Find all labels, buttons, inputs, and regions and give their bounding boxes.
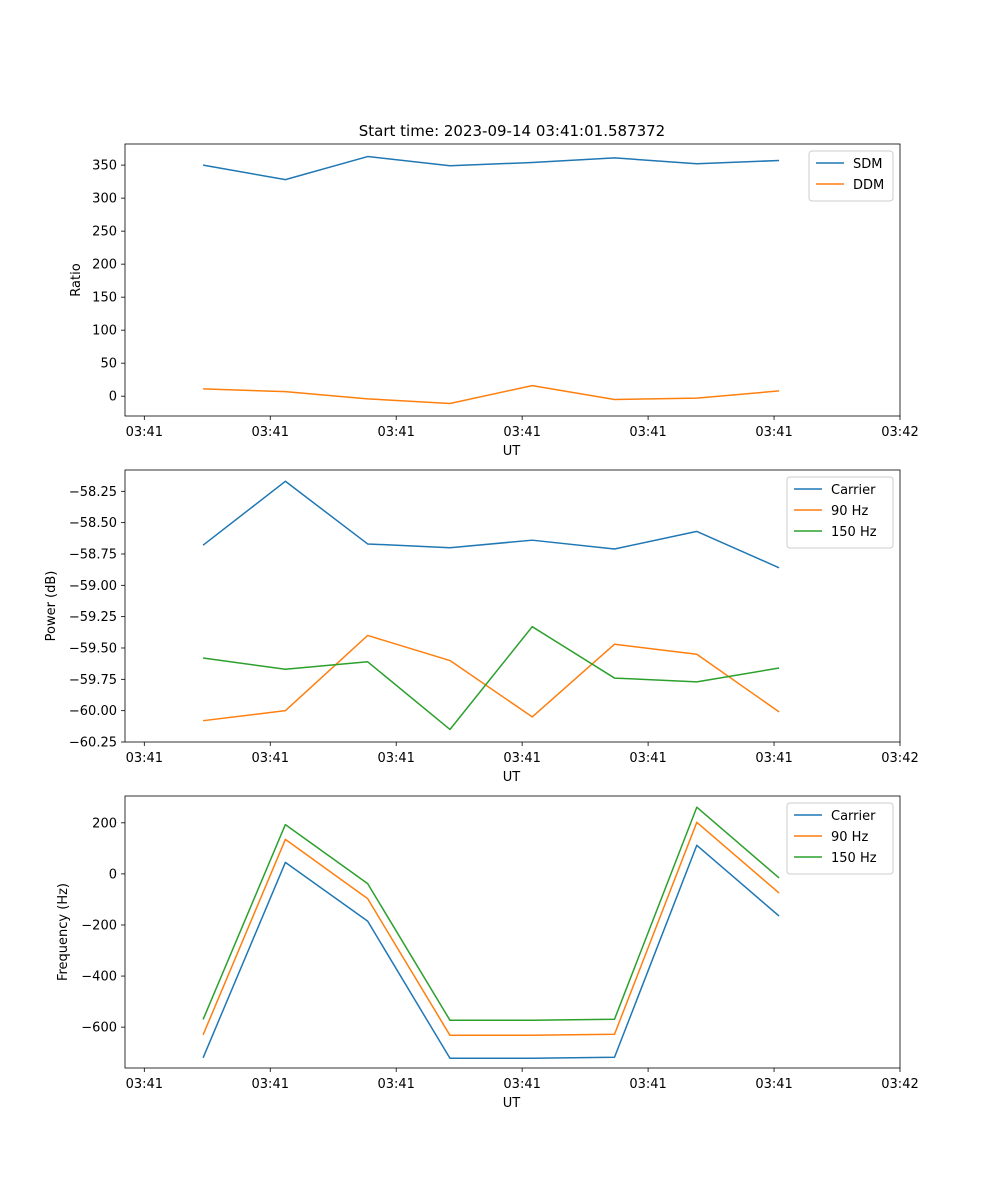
x-axis-label: UT (503, 1096, 521, 1111)
legend-label: Carrier (831, 809, 876, 824)
x-axis-label: UT (503, 770, 521, 785)
legend-label: SDM (853, 157, 882, 172)
chart-title: Start time: 2023-09-14 03:41:01.587372 (359, 122, 665, 140)
axes-frame (124, 795, 901, 1069)
x-tick-label: 03:42 (881, 1077, 918, 1092)
x-tick-label: 03:41 (252, 1077, 289, 1092)
legend: SDM DDM (808, 150, 894, 202)
y-tick-label: 100 (92, 324, 117, 339)
x-tick-label: 03:41 (629, 1077, 666, 1092)
series-line-90-hz (202, 821, 780, 1037)
legend-label: 90 Hz (831, 504, 868, 519)
y-tick-label: 250 (92, 225, 117, 240)
y-tick-label: −59.50 (69, 641, 117, 656)
series-line-150-hz (202, 625, 780, 731)
x-tick-label: 03:41 (126, 751, 163, 766)
x-tick-label: 03:41 (755, 751, 792, 766)
y-tick-label: 150 (92, 291, 117, 306)
x-tick-label: 03:41 (503, 425, 540, 440)
chart-panel-2: 03:41 03:41 03:41 03:41 03:41 03:41 03:42 −60.2… (44, 469, 919, 785)
y-tick-label: 50 (100, 357, 117, 372)
x-tick-label: 03:41 (755, 1077, 792, 1092)
axes-frame (124, 143, 901, 417)
legend: Carrier 90 Hz 150 Hz (786, 476, 894, 549)
legend-label: 150 Hz (831, 525, 877, 540)
x-tick-label: 03:42 (881, 751, 918, 766)
x-tick-label: 03:41 (126, 425, 163, 440)
y-tick-label: 350 (92, 159, 117, 174)
axes-frame (124, 469, 901, 743)
legend-label: 150 Hz (831, 851, 877, 866)
x-tick-label: 03:41 (755, 425, 792, 440)
y-tick-label: −58.50 (69, 516, 117, 531)
y-tick-label: −600 (81, 1021, 117, 1036)
chart-panel-1: 03:41 03:41 03:41 03:41 03:41 03:41 03:42 0 50 10… (69, 143, 919, 459)
y-axis-label: Ratio (69, 263, 84, 296)
y-tick-label: 200 (92, 816, 117, 831)
x-tick-label: 03:42 (881, 425, 918, 440)
y-tick-label: −59.00 (69, 579, 117, 594)
series-line-90-hz (202, 634, 780, 722)
x-tick-label: 03:41 (629, 751, 666, 766)
y-tick-label: −400 (81, 970, 117, 985)
x-tick-label: 03:41 (377, 425, 414, 440)
x-tick-label: 03:41 (377, 1077, 414, 1092)
y-tick-label: 300 (92, 192, 117, 207)
series-line-carrier (202, 480, 780, 569)
series-line-150-hz (202, 806, 780, 1021)
y-tick-label: −59.75 (69, 673, 117, 688)
legend-label: 90 Hz (831, 830, 868, 845)
chart-panel-3: 03:41 03:41 03:41 03:41 03:41 03:41 03:42 −600 −… (56, 795, 919, 1111)
x-tick-label: 03:41 (377, 751, 414, 766)
y-tick-label: −58.25 (69, 485, 117, 500)
x-tick-label: 03:41 (503, 751, 540, 766)
x-tick-label: 03:41 (629, 425, 666, 440)
x-tick-label: 03:41 (252, 425, 289, 440)
y-axis-label: Power (dB) (44, 571, 59, 642)
y-axis-label: Frequency (Hz) (56, 883, 71, 981)
series-line-ddm (203, 384, 780, 405)
y-tick-label: 0 (109, 390, 117, 405)
y-tick-label: −58.75 (69, 547, 117, 562)
y-tick-label: −60.00 (69, 704, 117, 719)
x-tick-label: 03:41 (252, 751, 289, 766)
x-tick-label: 03:41 (126, 1077, 163, 1092)
legend-label: DDM (853, 178, 884, 193)
y-tick-label: −59.25 (69, 610, 117, 625)
series-line-sdm (202, 155, 780, 181)
legend-label: Carrier (831, 483, 876, 498)
x-axis-label: UT (503, 444, 521, 459)
y-tick-label: −200 (81, 918, 117, 933)
y-tick-label: 0 (109, 867, 117, 882)
legend: Carrier 90 Hz 150 Hz (786, 802, 894, 875)
x-tick-label: 03:41 (503, 1077, 540, 1092)
y-tick-label: 200 (92, 258, 117, 273)
y-tick-label: −60.25 (69, 736, 117, 751)
series-line-carrier (202, 844, 780, 1060)
